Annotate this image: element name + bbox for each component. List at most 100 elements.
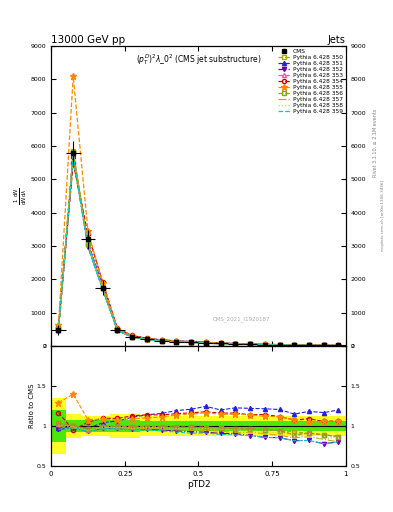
Pythia 6.428 358	[292, 342, 297, 348]
Bar	[66, 419, 81, 432]
Pythia 6.428 356	[130, 334, 134, 340]
Pythia 6.428 354	[204, 339, 208, 346]
Bar	[110, 414, 125, 438]
Pythia 6.428 353	[145, 336, 149, 343]
Pythia 6.428 359	[71, 153, 75, 159]
Pythia 6.428 355	[277, 342, 282, 348]
Pythia 6.428 355	[321, 342, 326, 348]
Pythia 6.428 359	[248, 342, 252, 348]
Pythia 6.428 356	[115, 327, 120, 333]
Pythia 6.428 358	[130, 334, 134, 340]
Pythia 6.428 353	[292, 342, 297, 348]
Pythia 6.428 355	[71, 73, 75, 79]
Pythia 6.428 353	[130, 334, 134, 340]
Pythia 6.428 354	[277, 342, 282, 348]
Pythia 6.428 350	[159, 337, 164, 344]
Bar	[110, 419, 125, 432]
Pythia 6.428 355	[130, 333, 134, 339]
Pythia 6.428 353	[71, 151, 75, 157]
Pythia 6.428 351	[56, 327, 61, 333]
Pythia 6.428 358	[263, 342, 267, 348]
Pythia 6.428 352	[86, 244, 90, 250]
Y-axis label: Ratio to CMS: Ratio to CMS	[29, 383, 35, 428]
Pythia 6.428 355	[159, 337, 164, 343]
Pythia 6.428 359	[277, 342, 282, 348]
Pythia 6.428 359	[189, 339, 193, 346]
Pythia 6.428 354	[292, 342, 297, 348]
Pythia 6.428 350	[233, 341, 238, 347]
X-axis label: pTD2: pTD2	[187, 480, 210, 488]
Pythia 6.428 354	[263, 342, 267, 348]
Pythia 6.428 358	[159, 338, 164, 344]
Pythia 6.428 356	[86, 241, 90, 247]
Pythia 6.428 357	[292, 342, 297, 348]
Pythia 6.428 351	[336, 343, 341, 349]
Pythia 6.428 355	[145, 335, 149, 342]
Pythia 6.428 353	[321, 343, 326, 349]
Pythia 6.428 358	[204, 340, 208, 346]
Pythia 6.428 357	[321, 343, 326, 349]
Pythia 6.428 359	[56, 328, 61, 334]
Pythia 6.428 352	[145, 336, 149, 343]
Pythia 6.428 359	[292, 342, 297, 348]
Pythia 6.428 359	[145, 336, 149, 343]
Pythia 6.428 350	[174, 338, 179, 345]
Pythia 6.428 354	[233, 340, 238, 347]
Pythia 6.428 357	[336, 343, 341, 349]
Pythia 6.428 354	[71, 160, 75, 166]
Pythia 6.428 357	[189, 339, 193, 346]
Text: $(p_T^D)^2\lambda\_0^2$ (CMS jet substructure): $(p_T^D)^2\lambda\_0^2$ (CMS jet substru…	[136, 52, 261, 67]
Pythia 6.428 350	[292, 342, 297, 348]
Pythia 6.428 358	[336, 343, 341, 349]
Bar	[213, 416, 228, 436]
Pythia 6.428 350	[115, 327, 120, 333]
Pythia 6.428 351	[189, 338, 193, 345]
Bar	[316, 421, 331, 431]
Pythia 6.428 353	[189, 339, 193, 346]
Pythia 6.428 350	[218, 340, 223, 347]
Bar	[51, 398, 66, 454]
Pythia 6.428 351	[174, 338, 179, 344]
Pythia 6.428 354	[189, 338, 193, 345]
Pythia 6.428 354	[307, 342, 311, 348]
Pythia 6.428 351	[307, 342, 311, 348]
Line: Pythia 6.428 355: Pythia 6.428 355	[55, 73, 342, 349]
Bar	[51, 410, 66, 442]
Pythia 6.428 354	[86, 231, 90, 238]
Pythia 6.428 356	[233, 341, 238, 347]
Pythia 6.428 353	[277, 342, 282, 348]
Pythia 6.428 359	[174, 339, 179, 345]
Pythia 6.428 350	[100, 285, 105, 291]
Pythia 6.428 353	[307, 342, 311, 348]
Pythia 6.428 357	[71, 152, 75, 158]
Pythia 6.428 358	[248, 342, 252, 348]
Pythia 6.428 359	[130, 334, 134, 340]
Pythia 6.428 353	[159, 337, 164, 344]
Text: Jets: Jets	[328, 35, 346, 45]
Bar	[198, 421, 213, 431]
Line: Pythia 6.428 350: Pythia 6.428 350	[56, 149, 341, 348]
Pythia 6.428 358	[189, 339, 193, 346]
Pythia 6.428 356	[71, 148, 75, 155]
Pythia 6.428 358	[233, 341, 238, 347]
Pythia 6.428 351	[321, 342, 326, 348]
Bar	[228, 416, 243, 436]
Pythia 6.428 354	[130, 332, 134, 338]
Pythia 6.428 354	[115, 326, 120, 332]
Pythia 6.428 352	[71, 155, 75, 161]
Pythia 6.428 356	[174, 338, 179, 345]
Pythia 6.428 351	[159, 337, 164, 343]
Bar	[331, 421, 346, 431]
Bar	[125, 414, 140, 438]
Pythia 6.428 350	[86, 240, 90, 246]
Pythia 6.428 359	[86, 244, 90, 250]
Bar	[272, 416, 287, 436]
Pythia 6.428 354	[56, 324, 61, 330]
Pythia 6.428 352	[233, 341, 238, 347]
Pythia 6.428 351	[145, 335, 149, 342]
Pythia 6.428 356	[248, 342, 252, 348]
Pythia 6.428 357	[115, 327, 120, 333]
Pythia 6.428 352	[218, 340, 223, 347]
Pythia 6.428 355	[263, 342, 267, 348]
Bar	[95, 420, 110, 432]
